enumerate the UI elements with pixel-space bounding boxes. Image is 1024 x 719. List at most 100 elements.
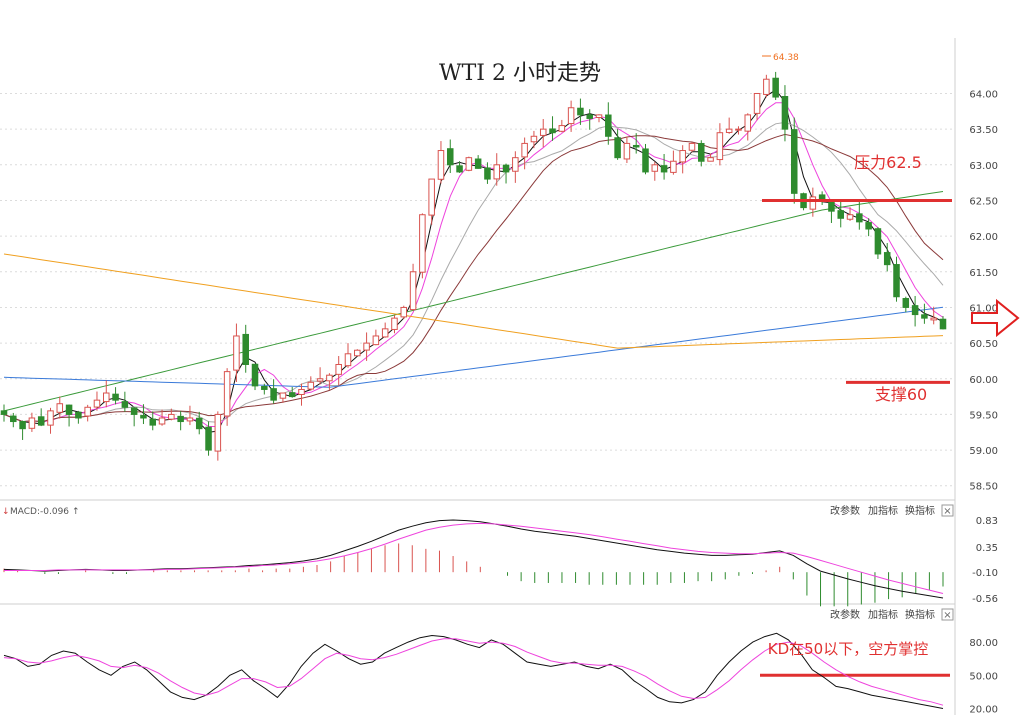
candle [790, 117, 798, 204]
candle [874, 227, 882, 259]
candle-body [112, 393, 119, 401]
main-y-tick-label: 63.00 [969, 161, 998, 172]
candle [130, 406, 138, 427]
candle [753, 92, 761, 121]
candle [177, 411, 184, 431]
candle [577, 98, 584, 125]
candle-body [437, 150, 445, 180]
kd-note: KD在50以下，空方掌控 [768, 640, 928, 658]
macd-down-arrow-icon: ↓ [2, 507, 10, 517]
candle [660, 153, 668, 180]
candle-body [10, 415, 17, 423]
candle [818, 191, 826, 205]
candle-body [168, 413, 175, 420]
candle-body [372, 335, 380, 346]
switch-indicator-button[interactable]: 换指标 [905, 504, 935, 517]
candle-body [763, 78, 770, 95]
candle [707, 153, 714, 162]
candle [112, 387, 119, 405]
candle [512, 151, 519, 183]
candle-body [753, 92, 761, 114]
candle-body [0, 410, 8, 415]
candle-body [261, 386, 268, 390]
candle-body [205, 426, 212, 451]
candle [772, 71, 779, 101]
candle [484, 162, 491, 184]
macd-dea-line [4, 522, 944, 594]
candle [586, 109, 593, 130]
ma-line [3, 102, 944, 427]
candle-body [484, 167, 491, 180]
candle [84, 404, 91, 422]
candle [19, 420, 26, 440]
candle-body [84, 406, 91, 417]
forecast-arrow [971, 298, 1020, 338]
candle [381, 322, 389, 338]
candle-body [828, 200, 835, 212]
candle [446, 139, 454, 174]
candle [493, 153, 501, 186]
candle-body [316, 378, 324, 382]
main-y-tick-label: 61.00 [969, 303, 998, 314]
candle-body [670, 160, 677, 173]
candle-body [893, 264, 900, 298]
macd-toolbar: 改参数 加指标 换指标 × [830, 504, 954, 517]
candle-body [288, 392, 296, 398]
candle [214, 411, 222, 461]
candle-body [140, 415, 147, 419]
candle [140, 404, 147, 425]
candle [93, 391, 101, 411]
macd-label: MACD:-0.096 [10, 507, 69, 517]
candle [558, 119, 566, 133]
candle-body [605, 114, 612, 137]
candle-body [725, 128, 733, 133]
kd-close-button[interactable] [941, 608, 954, 621]
candle-body [790, 129, 798, 194]
macd-dif-line [3, 519, 944, 599]
candle [549, 116, 556, 141]
candle-body [121, 401, 129, 408]
candle [883, 243, 891, 272]
candle-body [883, 252, 891, 266]
candles [0, 71, 947, 461]
candle [809, 187, 817, 217]
candle [223, 368, 231, 426]
support-label: 支撑60 [875, 385, 927, 404]
candle-body [530, 135, 538, 143]
candle [270, 379, 277, 404]
change-params-button[interactable]: 改参数 [830, 504, 860, 517]
macd-close-button[interactable] [941, 504, 954, 517]
main-y-tick-label: 63.50 [969, 125, 998, 136]
kd-toolbar: 改参数 加指标 换指标 × [830, 608, 954, 621]
ma-line [3, 133, 944, 423]
candle-body [846, 214, 854, 220]
candle-body [186, 417, 194, 422]
candle-body [428, 178, 435, 216]
macd-histogram [3, 543, 944, 607]
candle [623, 136, 631, 163]
candle [298, 383, 305, 406]
candle [307, 376, 315, 391]
main-y-tick-label: 58.50 [969, 482, 998, 493]
candle [47, 407, 54, 434]
candle [921, 303, 928, 324]
kd-y-axis: 20.00 50.00 80.00 [969, 638, 998, 715]
kd-change-params-button[interactable]: 改参数 [830, 608, 860, 621]
candle [521, 137, 528, 170]
kd-switch-indicator-button[interactable]: 换指标 [905, 608, 935, 621]
add-indicator-button[interactable]: 加指标 [868, 504, 898, 517]
candle-body [549, 128, 556, 134]
kd-add-indicator-button[interactable]: 加指标 [868, 608, 898, 621]
candle-body [335, 363, 342, 375]
main-gridlines [0, 92, 955, 487]
candle-body [651, 164, 659, 172]
candle [419, 213, 426, 279]
candle-body [930, 317, 937, 321]
candle [530, 130, 538, 149]
candle [539, 119, 547, 148]
ma-line [3, 306, 944, 388]
candle [781, 85, 789, 142]
candle-body [902, 298, 910, 308]
main-y-tick-label: 64.00 [969, 89, 998, 100]
